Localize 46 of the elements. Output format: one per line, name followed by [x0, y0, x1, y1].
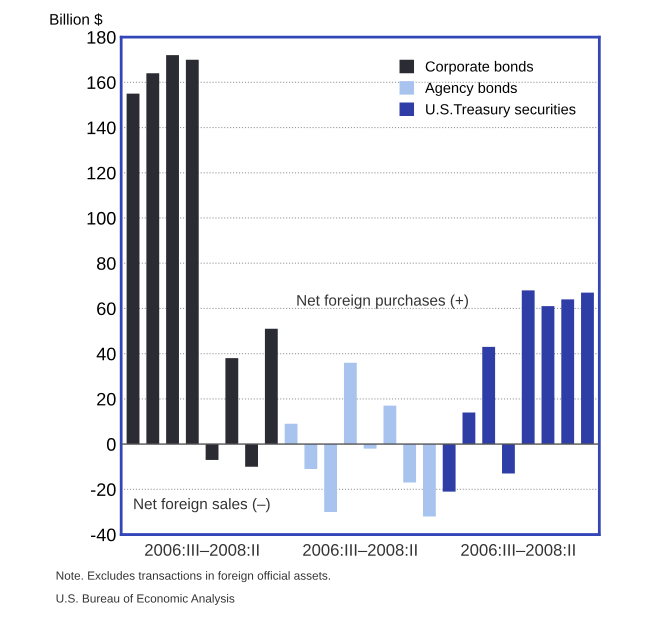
- bar: [245, 444, 258, 467]
- y-tick-label: 80: [97, 257, 116, 270]
- y-tick-label: 60: [97, 302, 116, 316]
- y-tick-label: 140: [88, 121, 116, 134]
- bar: [442, 444, 456, 492]
- bar: [462, 412, 476, 444]
- legend-label: Agency bonds: [425, 82, 517, 96]
- legend-label: Corporate bonds: [426, 60, 534, 75]
- annotation: Net foreign purchases (+): [297, 294, 468, 309]
- bar: [225, 358, 238, 444]
- text: Note. Excludes transactions in foreign official assets.: [56, 571, 330, 582]
- bar: [264, 328, 278, 444]
- y-tick-label: 160: [88, 76, 116, 90]
- bar: [166, 55, 179, 444]
- bar: [561, 299, 574, 444]
- text: 2006:III–2008:II: [461, 544, 575, 556]
- bar: [522, 290, 535, 444]
- y-tick-label: 40: [96, 348, 116, 360]
- y-tick-label: -40: [91, 528, 116, 542]
- text: 2006:III–2008:II: [303, 544, 417, 556]
- bar: [304, 444, 318, 469]
- y-tick-label: 20: [97, 392, 116, 406]
- bar: [422, 444, 436, 516]
- legend-label: U.S.Treasury securities: [426, 104, 576, 118]
- bar: [383, 406, 396, 444]
- bar: [482, 346, 496, 444]
- bar: [581, 292, 594, 444]
- y-tick-label: 120: [88, 166, 116, 180]
- y-axis-title: Billion $: [50, 13, 102, 26]
- bar: [502, 444, 515, 474]
- y-tick-label: 100: [88, 212, 116, 225]
- bar: [542, 306, 554, 444]
- text: U.S. Bureau of Economic Analysis: [56, 594, 234, 605]
- bar: [284, 424, 298, 444]
- annotation: Net foreign sales (–): [134, 498, 270, 512]
- bar: [126, 94, 140, 444]
- y-tick-label: 180: [88, 31, 116, 44]
- bar: [403, 444, 416, 483]
- y-tick-label: 0: [106, 438, 116, 451]
- y-tick-label: -20: [91, 483, 116, 496]
- bar: [324, 444, 338, 512]
- text: 2006:III–2008:II: [145, 544, 259, 556]
- bar: [186, 60, 199, 444]
- bar: [146, 73, 160, 444]
- bar: [344, 362, 357, 444]
- bar: [206, 444, 218, 460]
